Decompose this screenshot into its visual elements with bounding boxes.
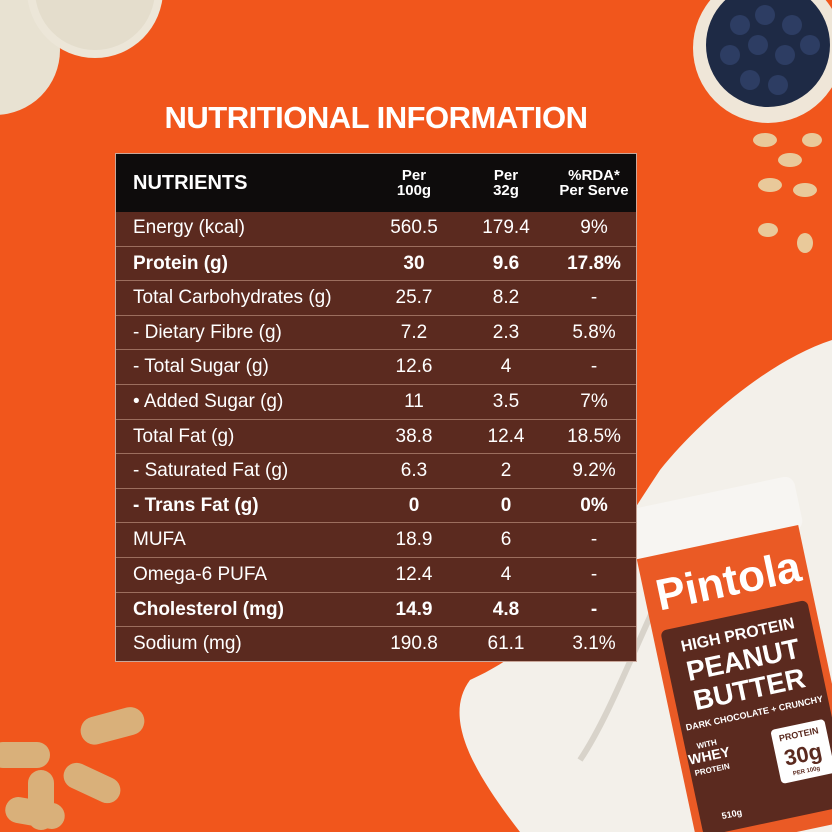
header-cell: NUTRIENTS: [133, 154, 247, 212]
nutrient-name: - Dietary Fibre (g): [133, 321, 282, 343]
nutrient-value: 30: [403, 252, 425, 274]
rice-cakes: [0, 0, 163, 115]
title: NUTRITIONAL INFORMATION: [164, 100, 588, 135]
table-row: - Dietary Fibre (g) 7.2 2.3 5.8%: [116, 314, 636, 350]
nutrient-value: 6.3: [400, 460, 428, 482]
nutrient-value: 3.1%: [572, 633, 616, 655]
nutrient-name: Total Fat (g): [133, 425, 235, 447]
nutrition-table: NUTRIENTS Per 100g Per 32g %RDA* Per Serve Ene…: [115, 153, 637, 662]
nutrient-value: 190.8: [390, 633, 438, 655]
nutrient-value: 17.8%: [567, 252, 621, 274]
nutrient-value: -: [590, 529, 598, 551]
header-cell: %RDA* Per Serve: [544, 154, 644, 212]
header-text: Per: [493, 167, 519, 184]
nutrient-value: 9%: [580, 217, 608, 238]
jar: Pintola HIGH PROTEIN PEANUT BUTTER DARK …: [623, 476, 832, 832]
jar-text: 510g: [721, 807, 743, 821]
blueberry-bowl: [693, 0, 832, 123]
nutrient-value: 6: [500, 529, 512, 551]
nutrient-value: 25.7: [395, 287, 433, 309]
nutrient-value: 4: [500, 564, 512, 585]
header-text: Per: [401, 167, 427, 184]
header-text: 32g: [493, 182, 519, 199]
nutrient-value: 9.2%: [572, 460, 616, 482]
table-row: Total Carbohydrates (g) 25.7 8.2 -: [116, 280, 636, 315]
table-row: Total Fat (g) 38.8 12.4 18.5%: [116, 418, 636, 454]
nutrient-value: 18.9: [395, 529, 433, 551]
nutrient-value: 12.6: [395, 356, 433, 378]
nutrient-value: 38.8: [395, 425, 433, 447]
nutrient-value: -: [590, 287, 598, 309]
nutrient-value: 7%: [580, 391, 608, 412]
header-cell: Per 32g: [456, 154, 556, 212]
nutrient-name: • Added Sugar (g): [133, 391, 284, 412]
peanut-shells: [0, 707, 145, 830]
table-row: - Saturated Fat (g) 6.3 2 9.2%: [116, 453, 636, 488]
header-text: NUTRIENTS: [133, 171, 248, 194]
nutrient-name: Cholesterol (mg): [133, 598, 284, 620]
table-row: - Total Sugar (g) 12.6 4 -: [116, 349, 636, 384]
nutrient-value: 12.4: [487, 425, 525, 447]
nutrient-value: -: [590, 356, 598, 378]
jar-text: PER 100g: [792, 766, 821, 778]
nutrient-value: 14.9: [395, 598, 433, 620]
nutrient-value: -: [590, 564, 598, 585]
header-cell: Per 100g: [364, 154, 464, 212]
nutrient-value: 5.8%: [572, 321, 616, 343]
nutrient-name: Total Carbohydrates (g): [133, 287, 332, 309]
nutrient-name: Omega-6 PUFA: [133, 564, 268, 585]
nutrient-value: 4: [500, 356, 512, 378]
nutrient-value: 3.5: [492, 391, 520, 412]
nutrient-name: Sodium (mg): [133, 633, 242, 655]
nutrient-value: 61.1: [487, 633, 525, 655]
nutrient-value: 0: [408, 494, 420, 516]
nutrient-value: 9.6: [492, 252, 520, 274]
nutrient-name: - Total Sugar (g): [133, 356, 269, 378]
nutrient-name: Energy (kcal): [133, 217, 245, 238]
table-row: • Added Sugar (g) 11 3.5 7%: [116, 384, 636, 419]
nutrient-value: 4.8: [492, 598, 520, 620]
table-row: Energy (kcal) 560.5 179.4 9%: [116, 211, 636, 246]
nutrient-name: MUFA: [133, 529, 186, 551]
peanuts: [753, 133, 822, 253]
table-row: Cholesterol (mg) 14.9 4.8 -: [116, 591, 636, 627]
nutrient-value: 12.4: [395, 564, 433, 585]
table-row: MUFA 18.9 6 -: [116, 522, 636, 557]
table-row: Protein (g) 30 9.6 17.8%: [116, 245, 636, 281]
nutrient-value: 2.3: [492, 321, 520, 343]
header-text: Per Serve: [559, 182, 629, 199]
header-text: 100g: [396, 182, 432, 199]
nutrient-value: 0%: [580, 494, 608, 516]
nutrient-value: 179.4: [482, 217, 530, 238]
table-header: NUTRIENTS Per 100g Per 32g %RDA* Per Serve: [116, 154, 636, 212]
jar-text: WITH: [696, 738, 718, 751]
nutrient-value: 7.2: [400, 321, 428, 343]
nutrient-value: 18.5%: [567, 425, 621, 447]
nutrient-value: 11: [404, 391, 424, 412]
nutrient-value: 0: [500, 494, 512, 516]
table-row: Omega-6 PUFA 12.4 4 -: [116, 557, 636, 592]
nutrient-value: 8.2: [492, 287, 520, 309]
nutrient-value: 560.5: [390, 217, 438, 238]
table-row: Sodium (mg) 190.8 61.1 3.1%: [116, 626, 636, 661]
header-text: %RDA*: [568, 167, 620, 184]
nutrient-name: Protein (g): [133, 252, 228, 274]
nutrient-value: 2: [500, 460, 512, 482]
nutrient-name: - Trans Fat (g): [133, 494, 259, 516]
nutrient-value: -: [590, 598, 598, 620]
nutrient-name: - Saturated Fat (g): [133, 460, 289, 482]
table-row: - Trans Fat (g) 0 0 0%: [116, 487, 636, 523]
